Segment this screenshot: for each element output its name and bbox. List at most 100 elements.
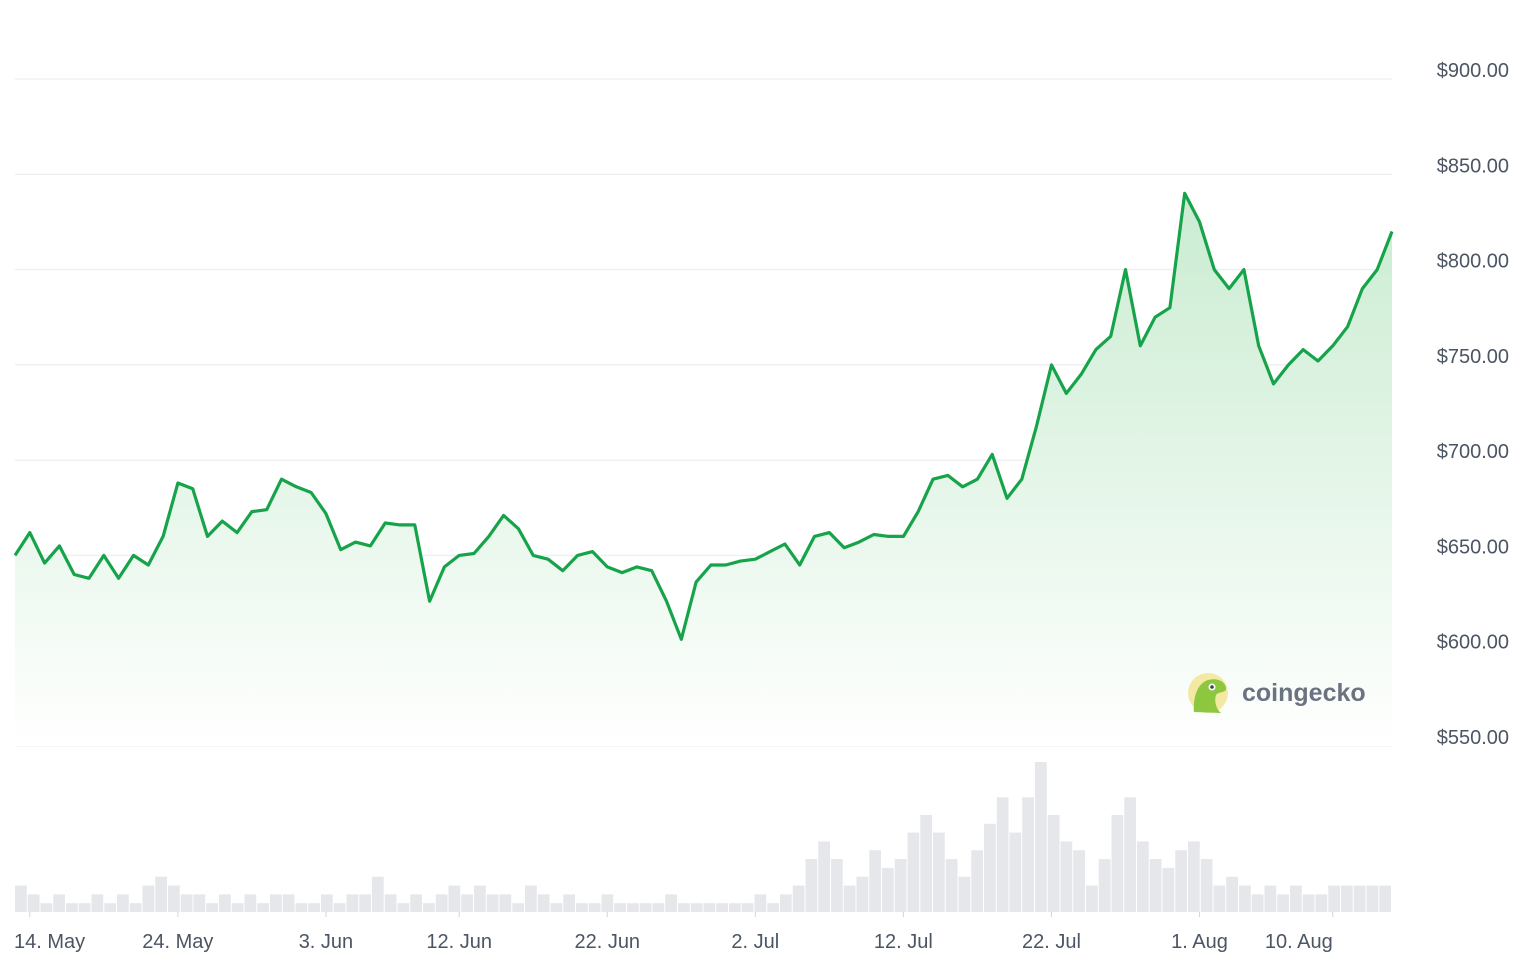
watermark-text: coingecko: [1242, 679, 1366, 707]
volume-bar: [461, 894, 473, 912]
volume-bar: [321, 894, 333, 912]
volume-bar: [703, 903, 716, 912]
volume-bar: [907, 832, 920, 912]
volume-bars: [15, 762, 1391, 912]
y-tick-label: $900.00: [1437, 60, 1509, 82]
volume-bar: [1315, 894, 1328, 912]
volume-bar: [537, 894, 550, 912]
x-tick-label: 12. Jun: [426, 931, 492, 953]
volume-bar: [142, 885, 155, 912]
volume-bar: [1086, 885, 1098, 912]
volume-bar: [1162, 867, 1175, 912]
volume-bar: [818, 841, 830, 912]
volume-bar: [601, 894, 614, 912]
volume-bar: [1341, 885, 1353, 912]
volume-bar: [384, 894, 397, 912]
x-tick-label: 10. Aug: [1265, 931, 1333, 953]
volume-bar: [831, 859, 843, 912]
volume-bar: [66, 903, 78, 912]
volume-bar: [499, 894, 512, 912]
volume-bar: [1009, 832, 1022, 912]
volume-bar: [423, 903, 435, 912]
volume-bar: [155, 876, 167, 912]
volume-bar: [410, 894, 422, 912]
volume-bar: [27, 894, 40, 912]
volume-bar: [346, 894, 359, 912]
volume-bar: [576, 903, 588, 912]
x-tick-label: 22. Jun: [574, 931, 640, 953]
volume-bar: [53, 894, 65, 912]
volume-bar: [244, 894, 257, 912]
volume-bar: [996, 797, 1009, 912]
volume-bar: [180, 894, 193, 912]
volume-bar: [1277, 894, 1289, 912]
volume-bar: [512, 903, 524, 912]
volume-bar: [1073, 850, 1085, 912]
volume-bar: [117, 894, 129, 912]
volume-bar: [448, 885, 461, 912]
x-tick-label: 22. Jul: [1022, 931, 1081, 953]
volume-bar: [741, 903, 754, 912]
volume-bar: [1060, 841, 1073, 912]
price-line[interactable]: [13, 191, 1394, 641]
volume-bar: [945, 859, 958, 912]
volume-bar: [920, 814, 932, 912]
volume-bar: [40, 903, 53, 912]
x-tick-label: 2. Jul: [731, 931, 779, 953]
volume-bar: [206, 903, 218, 912]
volume-bar: [295, 903, 308, 912]
y-tick-label: $700.00: [1437, 441, 1509, 463]
x-tick-label: 12. Jul: [874, 931, 933, 953]
volume-bar: [1328, 885, 1340, 912]
x-tick-label: 24. May: [142, 931, 213, 953]
volume-bar: [1379, 885, 1391, 912]
volume-bar: [1302, 894, 1315, 912]
volume-bar: [1175, 850, 1187, 912]
y-axis-labels: $900.00 $850.00 $800.00 $750.00 $700.00 $650.…: [1437, 60, 1509, 749]
x-tick-label: 14. May: [14, 931, 85, 953]
volume-bar: [1111, 814, 1124, 912]
volume-bar: [308, 903, 320, 912]
volume-bar: [1290, 885, 1302, 912]
coingecko-watermark: coingecko: [1188, 673, 1366, 713]
y-tick-label: $800.00: [1437, 251, 1509, 273]
volume-bar: [843, 885, 856, 912]
volume-bar: [563, 894, 575, 912]
volume-bar: [231, 903, 244, 912]
volume-bar: [1098, 859, 1111, 912]
volume-bar: [652, 903, 665, 912]
price-area: [15, 193, 1392, 747]
volume-bar: [805, 859, 818, 912]
volume-bar: [257, 903, 269, 912]
volume-bar: [729, 903, 741, 912]
volume-bar: [1047, 814, 1060, 912]
volume-bar: [690, 903, 703, 912]
volume-bar: [270, 894, 282, 912]
volume-bar: [627, 903, 639, 912]
y-tick-label: $750.00: [1437, 346, 1509, 368]
x-tick-label: 3. Jun: [299, 931, 353, 953]
volume-bar: [882, 867, 894, 912]
volume-bar: [525, 885, 537, 912]
volume-bar: [282, 894, 295, 912]
volume-bar: [856, 876, 869, 912]
volume-bar: [958, 876, 971, 912]
y-tick-label: $650.00: [1437, 536, 1509, 558]
volume-bar: [754, 894, 767, 912]
volume-bar: [1137, 841, 1149, 912]
gecko-logo-icon: [1188, 673, 1228, 713]
volume-bar: [792, 885, 805, 912]
volume-bar: [550, 903, 563, 912]
volume-bar: [486, 894, 499, 912]
volume-bar: [984, 823, 996, 912]
volume-bar: [639, 903, 652, 912]
volume-bar: [1239, 885, 1251, 912]
volume-bar: [1264, 885, 1277, 912]
volume-bar: [971, 850, 983, 912]
volume-bar: [869, 850, 881, 912]
volume-bar: [1124, 797, 1136, 912]
volume-bar: [219, 894, 231, 912]
volume-bar: [665, 894, 677, 912]
volume-bar: [129, 903, 142, 912]
